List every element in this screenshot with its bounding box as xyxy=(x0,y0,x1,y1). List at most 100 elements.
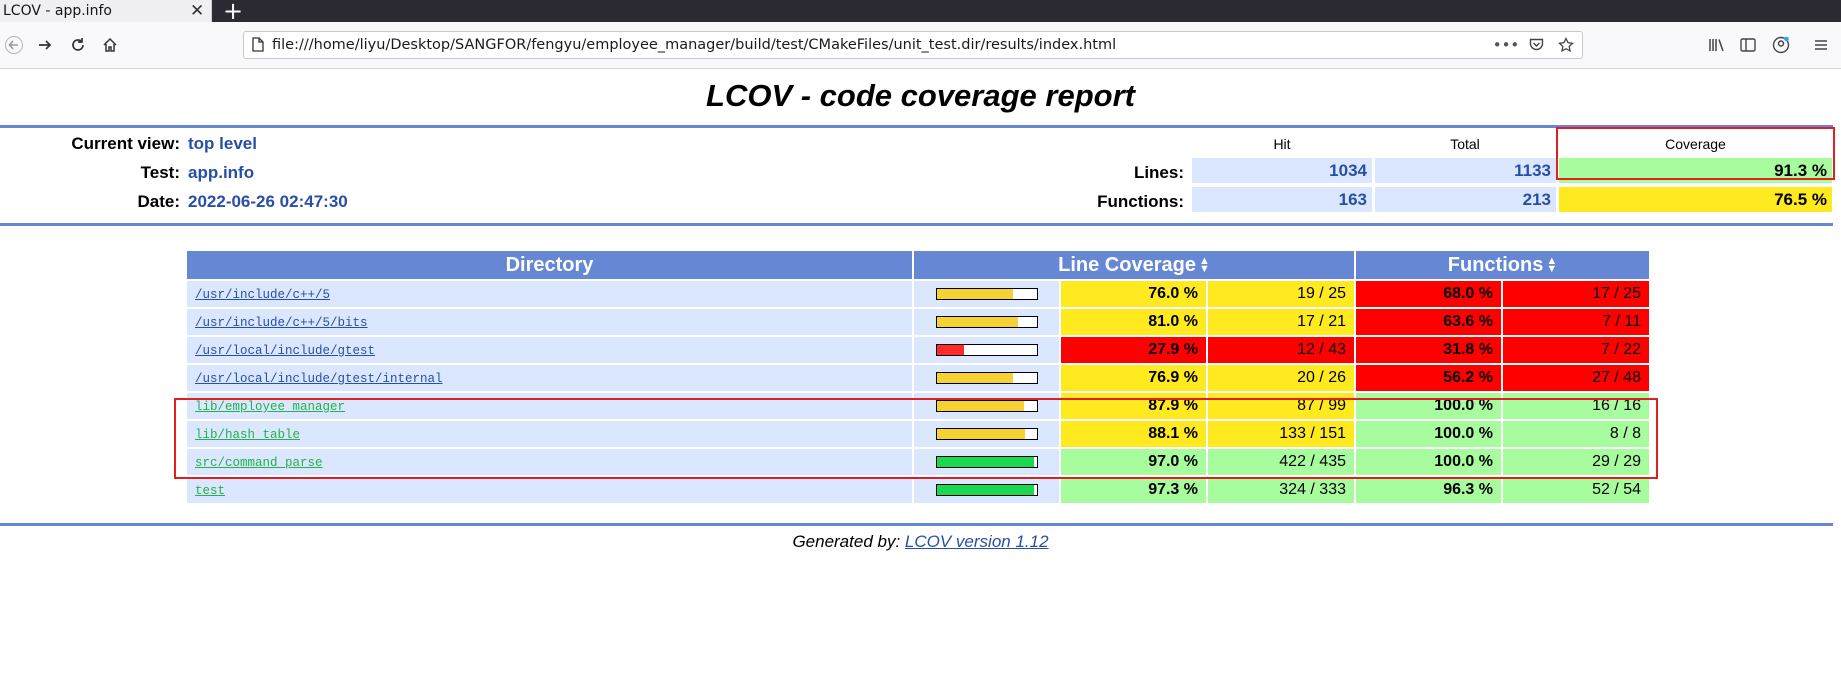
coverage-bar-fill xyxy=(936,400,1025,411)
function-coverage-percent: 96.3 % xyxy=(1356,477,1501,503)
coverage-bar xyxy=(935,399,1038,412)
directory-cell: test xyxy=(187,477,912,503)
lines-coverage: 91.3 % xyxy=(1559,158,1832,183)
coverage-bar-fill xyxy=(936,288,1013,299)
sort-icon[interactable]: ▲ ▼ xyxy=(1198,255,1210,276)
function-coverage-count: 17 / 25 xyxy=(1503,281,1649,307)
table-row: lib/hash_table 88.1 % 133 / 151 100.0 % 8 / … xyxy=(187,421,1649,447)
coverage-bar-cell xyxy=(914,449,1059,475)
coverage-bar-fill xyxy=(936,372,1014,383)
directory-cell: /usr/local/include/gtest/internal xyxy=(187,365,912,391)
directory-link[interactable]: lib/hash_table xyxy=(195,428,301,442)
close-tab-icon[interactable]: ✕ xyxy=(190,1,205,21)
table-row: /usr/local/include/gtest 27.9 % 12 / 43 31.… xyxy=(187,337,1649,363)
url-bar[interactable]: file:///home/liyu/Desktop/SANGFOR/fengyu… xyxy=(243,31,1583,59)
directory-cell: /usr/include/c++/5 xyxy=(187,281,912,307)
footer: Generated by: LCOV version 1.12 xyxy=(0,532,1841,552)
page-icon xyxy=(252,37,264,56)
date-label: Date: xyxy=(137,192,180,211)
back-arrow-icon[interactable] xyxy=(0,31,28,59)
directory-link[interactable]: src/command_parse xyxy=(195,456,323,470)
page-title: LCOV - code coverage report xyxy=(706,78,1135,113)
forward-arrow-icon[interactable] xyxy=(31,31,59,59)
page-actions-icon[interactable]: ••• xyxy=(1492,36,1520,54)
date-value: 2022-06-26 02:47:30 xyxy=(188,192,348,211)
line-coverage-percent: 76.0 % xyxy=(1061,281,1206,307)
bookmark-star-icon[interactable] xyxy=(1556,35,1576,55)
line-coverage-count: 19 / 25 xyxy=(1208,281,1354,307)
current-view-label: Current view: xyxy=(71,134,180,153)
coverage-bar xyxy=(935,483,1038,496)
coverage-table: Directory Line Coverage ▲ ▼ Functions ▲ ▼ /u… xyxy=(185,249,1651,505)
table-row: /usr/include/c++/5/bits 81.0 % 17 / 21 63.6… xyxy=(187,309,1649,335)
directory-link[interactable]: lib/employee_manager xyxy=(195,400,346,414)
coverage-bar xyxy=(935,427,1038,440)
tab-strip: LCOV - app.info ✕ + xyxy=(0,0,1841,25)
pocket-icon[interactable] xyxy=(1526,35,1546,55)
lines-label: Lines: xyxy=(1133,163,1184,182)
function-coverage-percent: 68.0 % xyxy=(1356,281,1501,307)
table-row: lib/employee_manager 87.9 % 87 / 99 100.0 %… xyxy=(187,393,1649,419)
coverage-bar-fill xyxy=(936,344,965,355)
footer-prefix: Generated by: xyxy=(792,532,905,551)
reload-icon[interactable] xyxy=(64,31,92,59)
test-label: Test: xyxy=(140,163,180,182)
functions-column-header[interactable]: Functions ▲ ▼ xyxy=(1356,251,1649,279)
line-coverage-percent: 97.0 % xyxy=(1061,449,1206,475)
directory-cell: /usr/include/c++/5/bits xyxy=(187,309,912,335)
functions-hit: 163 xyxy=(1192,187,1372,212)
function-coverage-count: 29 / 29 xyxy=(1503,449,1649,475)
bottom-divider xyxy=(0,523,1833,526)
line-coverage-percent: 88.1 % xyxy=(1061,421,1206,447)
directory-link[interactable]: /usr/include/c++/5 xyxy=(195,288,331,302)
functions-label: Functions: xyxy=(1097,192,1184,211)
function-coverage-count: 8 / 8 xyxy=(1503,421,1649,447)
directory-cell: /usr/local/include/gtest xyxy=(187,337,912,363)
sidebar-icon[interactable] xyxy=(1735,31,1761,59)
coverage-bar-cell xyxy=(914,365,1059,391)
directory-link[interactable]: test xyxy=(195,484,226,498)
coverage-bar-cell xyxy=(914,477,1059,503)
line-coverage-percent: 87.9 % xyxy=(1061,393,1206,419)
account-icon[interactable] xyxy=(1768,31,1794,59)
directory-link[interactable]: /usr/include/c++/5/bits xyxy=(195,316,368,330)
line-coverage-percent: 27.9 % xyxy=(1061,337,1206,363)
directory-column-header: Directory xyxy=(187,251,912,279)
browser-tab[interactable]: LCOV - app.info ✕ xyxy=(0,0,212,22)
function-coverage-count: 27 / 48 xyxy=(1503,365,1649,391)
lcov-version-link[interactable]: LCOV version 1.12 xyxy=(904,532,1049,551)
line-coverage-column-header[interactable]: Line Coverage ▲ ▼ xyxy=(914,251,1354,279)
function-coverage-count: 7 / 11 xyxy=(1503,309,1649,335)
top-divider xyxy=(0,125,1833,128)
function-coverage-percent: 100.0 % xyxy=(1356,421,1501,447)
coverage-bar xyxy=(935,315,1038,328)
home-icon[interactable] xyxy=(96,31,124,59)
function-coverage-percent: 31.8 % xyxy=(1356,337,1501,363)
url-text[interactable]: file:///home/liyu/Desktop/SANGFOR/fengyu… xyxy=(272,37,1117,53)
library-icon[interactable] xyxy=(1704,31,1730,59)
function-coverage-count: 16 / 16 xyxy=(1503,393,1649,419)
function-coverage-percent: 63.6 % xyxy=(1356,309,1501,335)
directory-link[interactable]: /usr/local/include/gtest xyxy=(195,344,376,358)
table-row: /usr/local/include/gtest/internal 76.9 % 2… xyxy=(187,365,1649,391)
coverage-bar-cell xyxy=(914,393,1059,419)
function-coverage-percent: 56.2 % xyxy=(1356,365,1501,391)
coverage-bar-cell xyxy=(914,337,1059,363)
hit-column-header: Hit xyxy=(1273,136,1291,152)
coverage-column-header: Coverage xyxy=(1665,136,1726,152)
coverage-bar-cell xyxy=(914,309,1059,335)
directory-link[interactable]: /usr/local/include/gtest/internal xyxy=(195,372,443,386)
directory-cell: lib/employee_manager xyxy=(187,393,912,419)
page-content: LCOV - code coverage report Current view… xyxy=(0,70,1841,687)
menu-icon[interactable] xyxy=(1808,31,1834,59)
coverage-bar-cell xyxy=(914,281,1059,307)
test-value: app.info xyxy=(188,163,255,182)
function-coverage-count: 7 / 22 xyxy=(1503,337,1649,363)
coverage-bar xyxy=(935,287,1038,300)
coverage-bar-fill xyxy=(936,428,1025,439)
new-tab-icon[interactable]: + xyxy=(223,0,244,25)
line-coverage-count: 17 / 21 xyxy=(1208,309,1354,335)
coverage-bar xyxy=(935,455,1038,468)
sort-icon[interactable]: ▲ ▼ xyxy=(1546,255,1558,276)
directory-cell: lib/hash_table xyxy=(187,421,912,447)
